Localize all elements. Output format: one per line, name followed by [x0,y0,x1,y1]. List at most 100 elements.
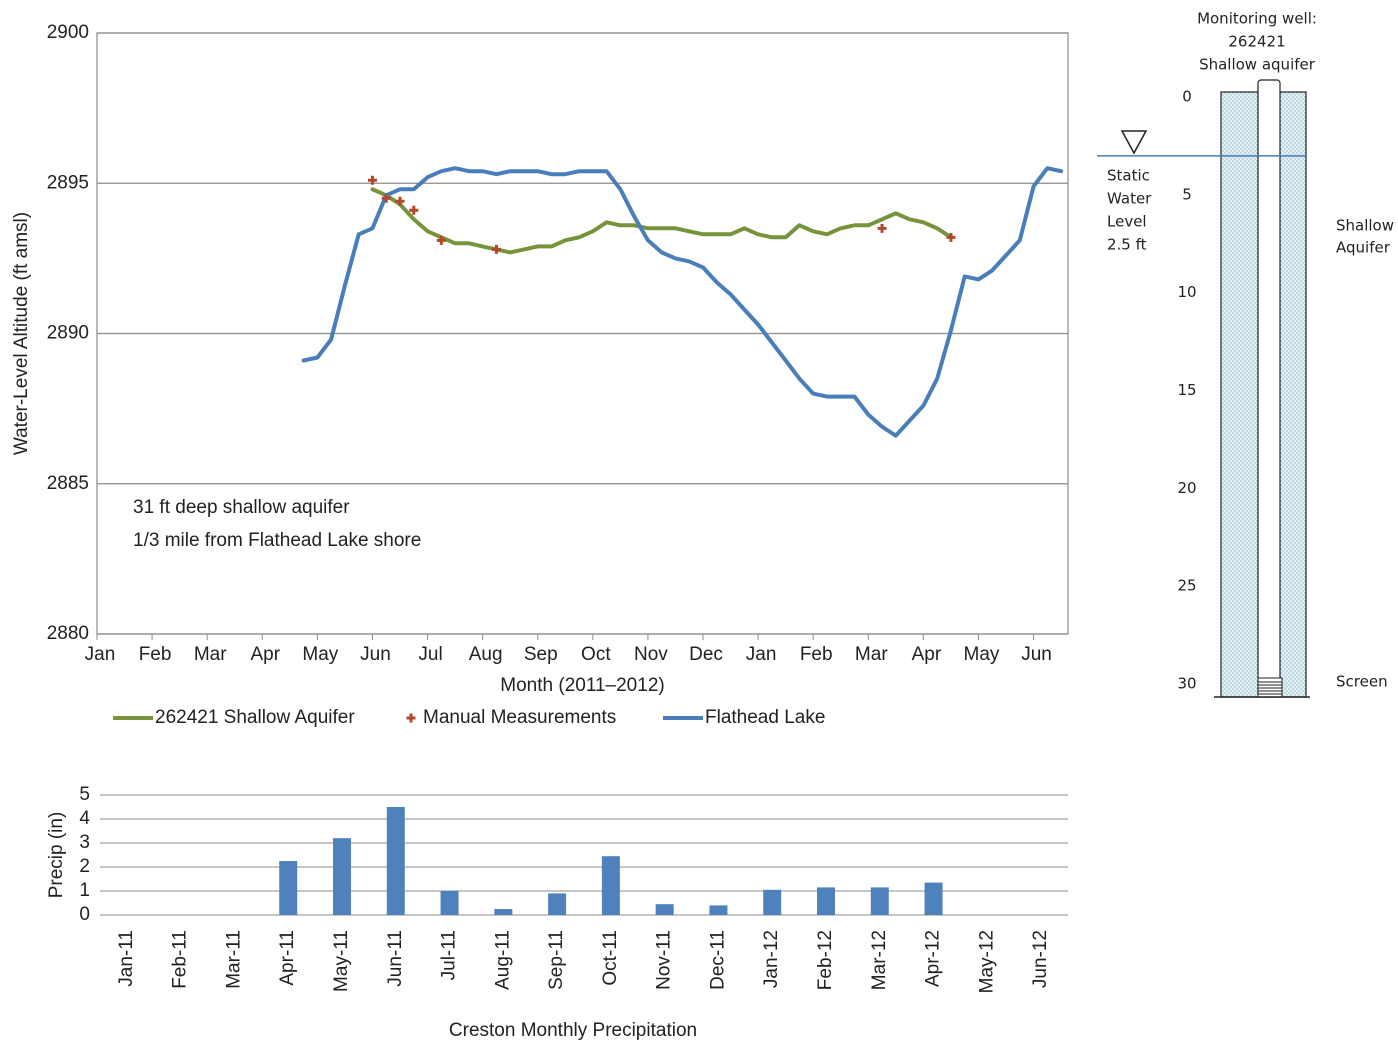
x-tick-label: Jun-11 [385,930,406,987]
x-tick-label: Jun [360,644,391,665]
legend-label: Manual Measurements [423,707,616,728]
x-tick-label: Feb [800,644,833,665]
x-tick-label: Apr [912,644,942,665]
x-tick-label: Jan [746,644,777,665]
x-tick-label: Mar [194,644,227,665]
x-tick-label: Feb [139,644,172,665]
well-title: Monitoring well: [1197,10,1317,28]
x-tick-label: May [964,644,1000,665]
marker [406,713,416,723]
bar [333,838,351,915]
x-tick-label: Jan [85,644,116,665]
annotation: 31 ft deep shallow aquifer [133,497,350,518]
x-tick-label: Feb-11 [170,930,191,989]
x-tick-label: Sep [524,644,558,665]
y-tick-label: 2885 [47,473,89,494]
depth-tick-label: 0 [1182,88,1192,106]
x-tick-label: Jul [418,644,442,665]
x-axis-label: Month (2011–2012) [500,675,664,696]
chart-title: Creston Monthly Precipitation [449,1020,697,1041]
x-tick-label: Jan-11 [116,930,137,987]
y-tick-label: 0 [79,904,90,925]
y-axis-label: Precip (in) [46,812,67,899]
y-tick-label: 3 [79,832,90,853]
x-tick-label: May [302,644,338,665]
x-tick-label: Jan-12 [761,930,782,988]
x-tick-label: Jun-12 [1030,930,1051,988]
x-tick-label: May-12 [976,930,997,993]
x-tick-label: Sep-11 [546,930,567,990]
bar [548,893,567,915]
bar [655,904,674,915]
x-tick-label: Jul-11 [439,930,460,980]
marker [877,223,887,233]
x-tick-label: Apr-11 [277,930,298,986]
x-tick-label: Jun [1021,644,1052,665]
y-tick-label: 2880 [47,623,89,644]
depth-tick-label: 15 [1177,381,1196,399]
depth-tick-label: 20 [1177,479,1196,497]
marker [381,193,391,203]
marker [436,235,446,245]
x-tick-label: Dec-11 [707,930,728,990]
depth-tick-label: 30 [1177,675,1196,693]
water-table-symbol [1120,130,1148,155]
bar [386,807,405,915]
y-tick-label: 1 [79,880,90,901]
depth-tick-label: 5 [1182,185,1192,203]
well-title: 262421 [1228,33,1285,51]
legend-label: Flathead Lake [705,707,825,728]
x-tick-label: Mar-11 [223,930,244,989]
x-tick-label: Aug-11 [492,930,513,990]
marker [367,175,377,185]
x-tick-label: Oct-11 [600,930,621,986]
depth-tick-label: 10 [1177,283,1196,301]
bar [817,887,835,915]
x-tick-label: Aug [469,644,503,665]
y-tick-label: 4 [79,808,90,829]
zone-label: Aquifer [1336,239,1391,257]
x-tick-label: May-11 [331,930,352,992]
bar [601,856,620,915]
x-tick-label: Feb-12 [815,930,836,990]
well-casing [1257,79,1281,698]
bar [440,891,459,915]
annotation: 1/3 mile from Flathead Lake shore [133,530,421,551]
y-tick-label: 2890 [47,323,89,344]
series-line [301,166,1064,438]
well-title: Shallow aquifer [1199,56,1316,74]
x-tick-label: Apr-12 [923,930,944,987]
plot-frame [96,32,1069,635]
static-label: Level [1107,213,1147,231]
bar [763,889,782,915]
marker [946,232,956,242]
bar [870,887,889,915]
marker [409,205,419,215]
marker [491,244,501,254]
zone-label: Shallow [1336,217,1394,235]
static-level-label: 2.5 ft [1107,236,1147,254]
legend-label: 262421 Shallow Aquifer [155,707,355,728]
bar [709,905,728,915]
static-label: Water [1107,190,1152,208]
bar [494,909,513,915]
static-label: Static [1107,167,1150,185]
y-tick-label: 2895 [47,172,89,193]
x-tick-label: Mar-12 [869,930,890,990]
x-tick-label: Nov-11 [654,930,675,990]
x-tick-label: Dec [689,644,723,665]
depth-tick-label: 25 [1177,577,1196,595]
marker [395,196,405,206]
bar [279,861,298,915]
x-tick-label: Nov [634,644,668,665]
y-tick-label: 5 [79,784,90,805]
bar [924,882,943,915]
y-axis-label: Water-Level Altitude (ft amsl) [11,212,32,455]
y-tick-label: 2 [79,856,90,877]
series-line [370,187,953,255]
x-tick-label: Apr [250,644,280,665]
well-screen [1257,677,1283,698]
y-tick-label: 2900 [47,22,89,43]
screen-label: Screen [1336,673,1388,691]
